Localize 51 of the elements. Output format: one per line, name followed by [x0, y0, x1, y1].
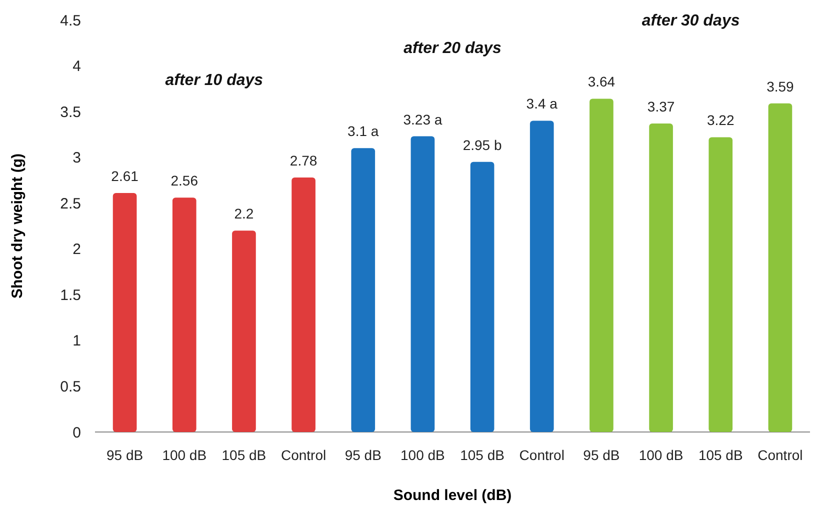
y-tick-label: 1.5	[60, 286, 81, 304]
x-tick-label: 95 dB	[106, 447, 144, 463]
bar	[410, 136, 435, 432]
bar	[530, 120, 554, 432]
y-tick-label: 0.5	[60, 378, 81, 396]
x-axis-title: Sound level (dB)	[393, 487, 512, 504]
data-label: 3.23 a	[403, 111, 442, 128]
data-label: 3.37	[647, 98, 675, 114]
y-tick-label: 0	[72, 424, 81, 442]
x-tick-label: 95 dB	[344, 447, 382, 463]
bar	[649, 123, 673, 432]
bar	[470, 162, 494, 432]
bar	[351, 148, 376, 432]
y-tick-label: 4.5	[60, 12, 81, 30]
bar	[172, 198, 196, 432]
y-axis-title: Shoot dry weight (g)	[9, 154, 26, 298]
data-label: 2.56	[170, 172, 198, 189]
x-tick-label: 105 dB	[222, 447, 266, 463]
y-tick-label: 3	[72, 150, 81, 167]
data-label: 2.61	[111, 168, 139, 184]
data-label: 3.1 a	[348, 123, 379, 140]
bar	[590, 98, 614, 432]
x-tick-label: 105 dB	[460, 447, 504, 463]
y-tick-label: 2.5	[60, 195, 81, 212]
data-label: 3.59	[766, 78, 794, 94]
annotation: after 10 days	[165, 72, 264, 90]
y-tick-label: 3.5	[60, 104, 81, 121]
bar	[112, 193, 137, 432]
bar	[232, 230, 256, 432]
x-tick-label: 100 dB	[638, 447, 684, 463]
bar	[708, 137, 733, 432]
x-tick-label: Control	[280, 447, 326, 463]
data-label: 3.22	[707, 112, 734, 128]
data-label: 3.64	[588, 74, 616, 90]
data-label: 3.4 a	[526, 96, 558, 112]
x-tick-label: Control	[758, 447, 803, 463]
x-tick-label: Control	[519, 447, 564, 463]
annotation: after 30 days	[642, 12, 740, 30]
data-label: 2.78	[290, 152, 318, 168]
annotation: after 20 days	[404, 40, 502, 58]
x-tick-label: 95 dB	[583, 447, 620, 463]
x-tick-label: 100 dB	[162, 447, 207, 463]
bar	[768, 103, 792, 432]
x-tick-label: 100 dB	[400, 447, 445, 463]
y-tick-label: 2	[72, 241, 81, 258]
x-tick-label: 105 dB	[698, 447, 743, 463]
bar	[292, 177, 316, 432]
y-tick-label: 1	[72, 332, 81, 350]
data-label: 2.95 b	[462, 136, 502, 153]
data-label: 2.2	[234, 206, 254, 222]
y-tick-label: 4	[72, 58, 81, 76]
